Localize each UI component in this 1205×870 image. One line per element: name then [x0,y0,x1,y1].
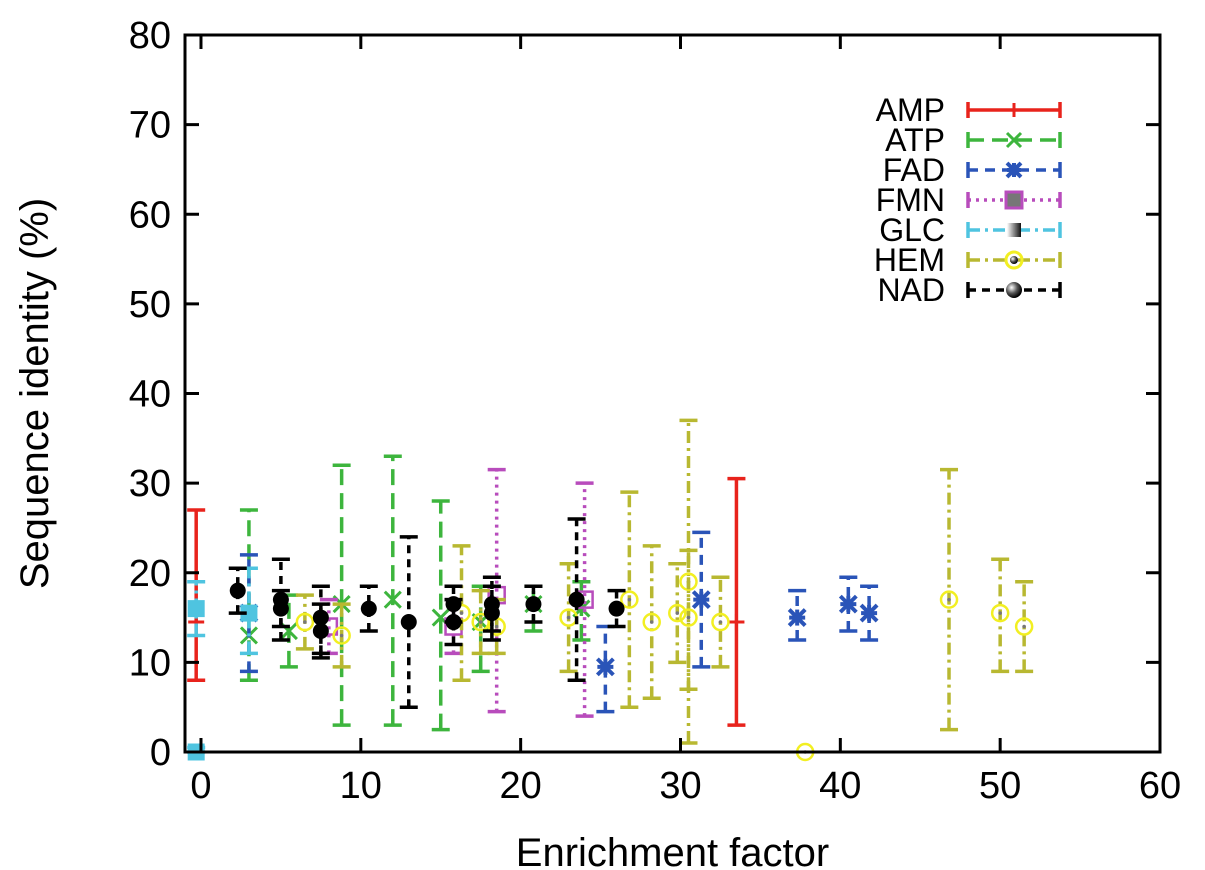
data-point-nad [271,588,290,629]
data-point-fad [595,624,615,714]
y-tick-label: 50 [129,284,171,326]
x-tick-label: 0 [190,765,211,807]
legend-entry-amp: AMP [876,92,1062,128]
data-point-fad [787,588,807,642]
data-point-amp [187,508,206,683]
legend-entry-fad: FAD [883,152,1062,188]
data-point-nad [482,584,501,642]
y-tick-label: 0 [150,732,171,774]
data-point-atp [383,454,402,727]
data-point-hem [332,602,351,669]
legend-label: ATP [885,122,945,158]
data-point-nad [524,584,543,624]
legend-entry-nad: NAD [877,272,1062,308]
data-point-hem [679,548,698,692]
legend-label: AMP [876,92,945,128]
x-tick-label: 30 [659,765,701,807]
y-tick-label: 10 [129,642,171,684]
y-axis-title: Sequence identity (%) [13,198,57,589]
data-point-hem [711,575,730,669]
data-point-atp [431,499,450,732]
data-point-fad [691,530,711,669]
y-tick-label: 70 [129,105,171,147]
x-tick-label: 20 [500,765,542,807]
data-point-nad [228,566,247,615]
data-point-fad [859,584,879,642]
legend-marker [1007,103,1021,117]
data-point-hem [1014,579,1034,674]
data-point-amp [727,476,746,727]
legend-marker [1006,282,1022,298]
legend-label: FMN [876,182,945,218]
series-atp [239,454,591,732]
plot-frame [183,33,1162,754]
data-point-hem [471,588,490,656]
data-point-nad [359,584,378,633]
x-axis-title: Enrichment factor [516,831,829,870]
y-tick-label: 40 [129,374,171,416]
x-tick-label: 10 [340,765,382,807]
data-point-glc [187,579,206,638]
legend-entry-glc: GLC [879,212,1062,248]
legend-label: FAD [883,152,945,188]
data-point-fad [838,575,858,633]
legend-label: HEM [874,242,945,278]
legend-label: GLC [879,212,945,248]
x-tick-label: 50 [979,765,1021,807]
x-tick-label: 60 [1139,765,1181,807]
data-point-hem [939,467,959,732]
data-point-hem [295,593,315,651]
data-point-nad [567,517,586,683]
y-tick-label: 60 [129,194,171,236]
y-tick-label: 30 [129,463,171,505]
data-point-nad [311,602,330,660]
legend-entry-atp: ATP [885,122,1062,158]
legend-marker [1004,250,1024,270]
data-point-nad [399,535,418,709]
y-tick-label: 20 [129,553,171,595]
legend-entry-hem: HEM [874,242,1062,278]
data-point-nad [444,597,463,647]
plot-marks [187,418,1034,762]
legend-marker [1004,190,1024,210]
data-point-hem [990,557,1010,674]
legend-entry-fmn: FMN [876,182,1062,218]
data-point-hem [642,544,661,700]
y-tick-label: 80 [129,15,171,57]
data-point-atp [332,463,351,727]
legend-marker [1005,161,1023,179]
series-hem [295,418,1034,762]
x-tick-label: 40 [819,765,861,807]
series-nad [228,517,626,709]
legend-marker [1007,223,1021,237]
data-point-nad [607,588,626,629]
data-point-atp [279,593,298,669]
data-point-hem [620,490,639,709]
axes-ticks: 0 10 20 30 40 50 60 0 10 20 30 40 50 60 70 80 [129,15,1181,807]
series-amp [187,476,746,727]
data-point-hem [668,562,687,665]
legend-label: NAD [877,272,945,308]
legend-marker [1005,131,1023,149]
